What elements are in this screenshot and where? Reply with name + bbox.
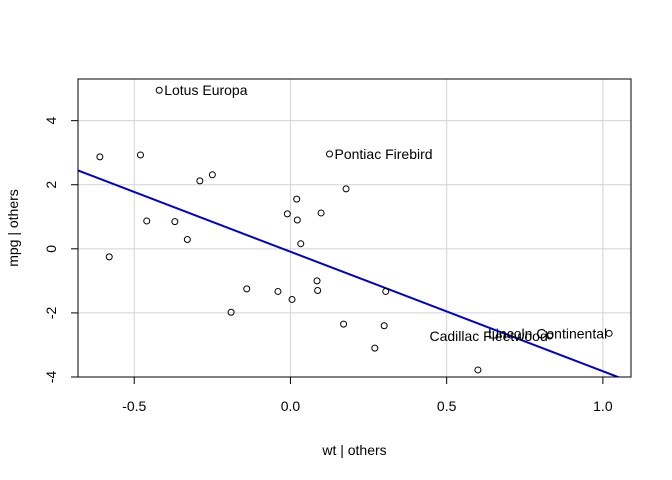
data-point-24 — [380, 322, 388, 330]
data-point-15 — [293, 216, 301, 224]
x-axis: -0.5 0.0 0.5 1.0 — [122, 376, 613, 414]
data-point-5 — [171, 218, 179, 226]
data-point-18 — [314, 286, 322, 294]
data-points — [96, 86, 613, 374]
x-tick-label: 1.0 — [593, 398, 613, 414]
x-tick-label: -0.5 — [122, 398, 146, 414]
point-label-0: Lotus Europa — [164, 82, 247, 98]
regression-line — [78, 169, 621, 377]
data-point-4 — [143, 217, 151, 225]
x-tick-label: 0.0 — [281, 398, 301, 414]
data-point-0 — [155, 86, 163, 94]
y-axis: -4 -2 0 2 4 — [43, 117, 79, 384]
data-point-12 — [283, 210, 291, 218]
y-tick-label: 4 — [43, 117, 59, 125]
data-point-6 — [183, 236, 191, 244]
data-point-28 — [605, 329, 613, 337]
data-point-25 — [382, 287, 390, 295]
regression-line-group — [78, 169, 621, 377]
y-tick-label: -2 — [43, 306, 59, 319]
data-point-2 — [136, 151, 144, 159]
data-point-3 — [105, 253, 113, 261]
point-labels: Lotus Europa Pontiac Firebird Cadillac Fle… — [164, 82, 607, 344]
y-axis-label: mpg | others — [5, 189, 21, 267]
point-label-1: Pontiac Firebird — [335, 146, 433, 162]
x-axis-label: wt | others — [321, 442, 386, 458]
data-point-19 — [317, 209, 325, 217]
data-point-17 — [313, 277, 321, 285]
y-tick-label: 2 — [43, 181, 59, 189]
data-point-13 — [288, 295, 296, 303]
data-point-21 — [340, 320, 348, 328]
data-point-23 — [371, 344, 379, 352]
data-point-7 — [196, 177, 204, 185]
data-point-26 — [474, 366, 482, 374]
data-point-14 — [293, 195, 301, 203]
y-tick-label: 0 — [43, 245, 59, 253]
data-point-10 — [243, 285, 251, 293]
data-point-27 — [546, 332, 554, 340]
data-point-20 — [326, 150, 334, 158]
data-point-11 — [274, 287, 282, 295]
y-tick-label: -4 — [43, 371, 59, 384]
data-point-8 — [208, 171, 216, 179]
point-label-2: Cadillac Fleetwood — [429, 328, 547, 344]
data-point-16 — [297, 240, 305, 248]
x-tick-label: 0.5 — [437, 398, 457, 414]
point-label-3: Lincoln Continental — [488, 325, 607, 341]
data-point-9 — [227, 308, 235, 316]
data-point-22 — [342, 185, 350, 193]
data-point-1 — [96, 153, 104, 161]
